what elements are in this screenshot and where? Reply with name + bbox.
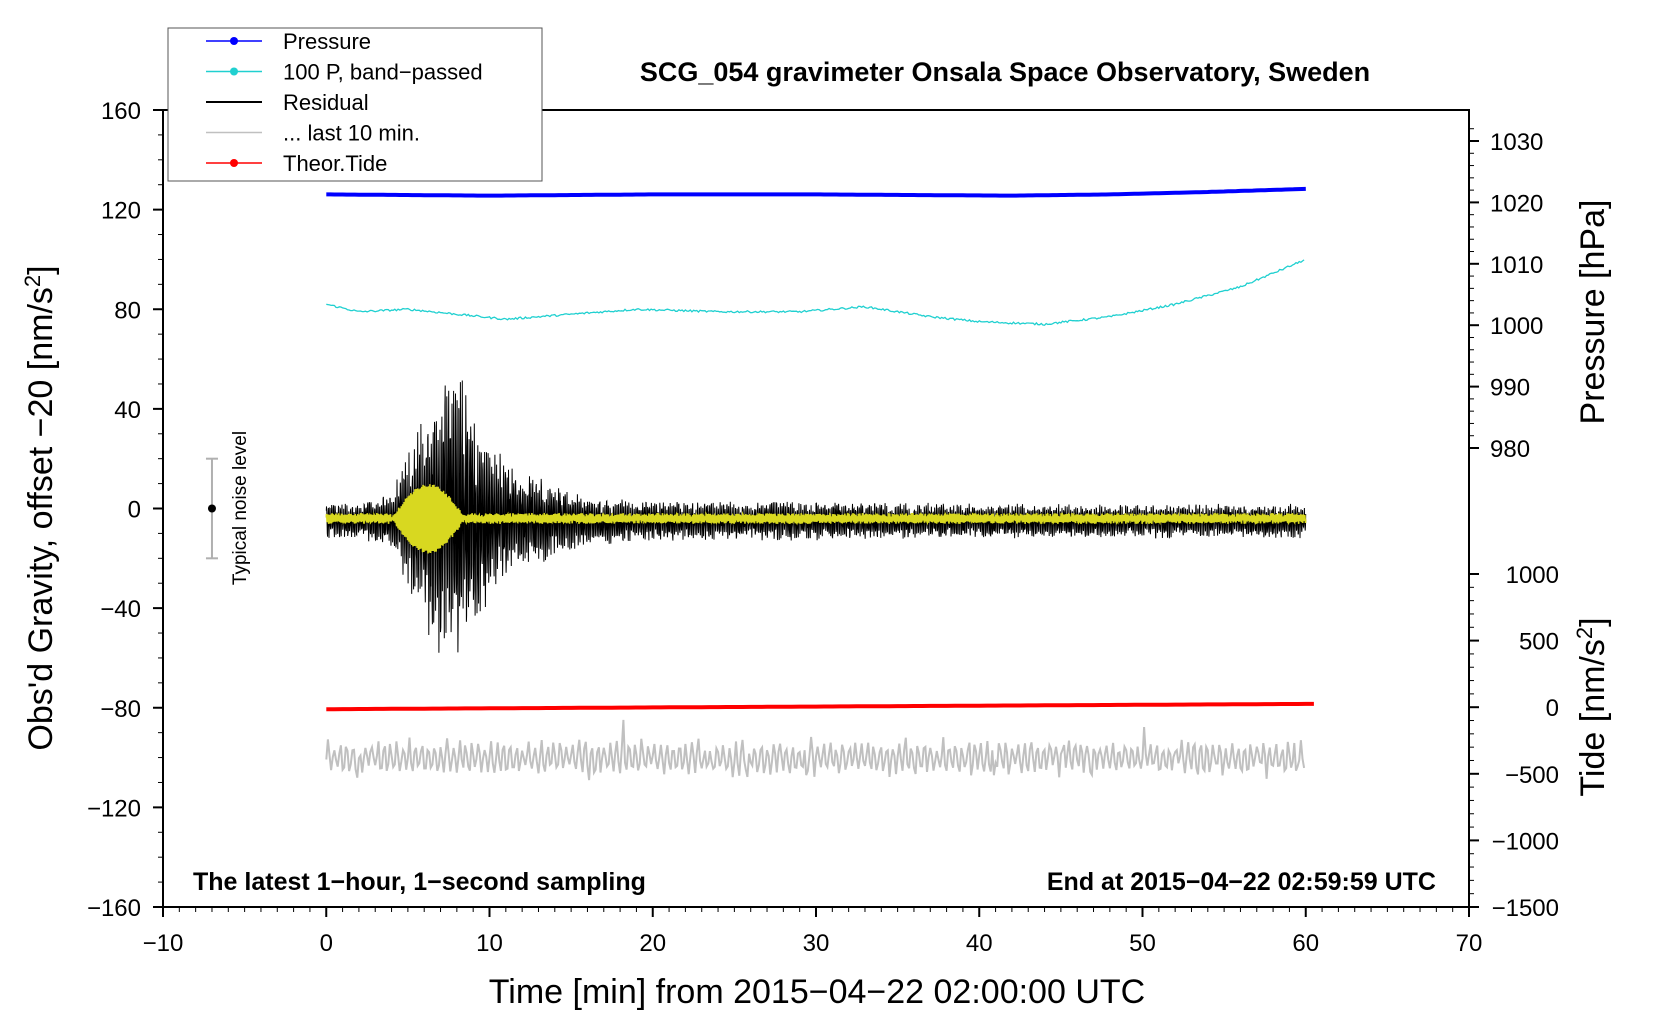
tide-tick-label: 0: [1546, 695, 1559, 722]
tide-axis-title: Tide [nm/s2]: [1572, 617, 1612, 796]
series-last-10-min: [325, 719, 1306, 781]
y-left-tick-label: 0: [128, 497, 141, 524]
series-pressure: [326, 186, 1306, 198]
note-sampling: The latest 1−hour, 1−second sampling: [193, 868, 646, 896]
tide-axis-title-main: Tide [nm/s: [1574, 639, 1612, 796]
x-tick-label: 60: [1292, 930, 1319, 957]
legend: Pressure 100 P, band−passed Residual ... la…: [167, 27, 543, 182]
series-layer: [205, 186, 1314, 781]
legend-label-residual: Residual: [283, 90, 369, 115]
legend-marker-pressure: [230, 37, 238, 45]
tide-tick-label: 1000: [1506, 562, 1559, 589]
x-tick-label: 30: [803, 930, 830, 957]
pressure-tick-label: 980: [1490, 436, 1530, 463]
noise-bar-center: [207, 504, 216, 513]
x-tick-label: 50: [1129, 930, 1156, 957]
y-left-tick-label: −40: [100, 596, 141, 623]
series-theor-tide: [326, 701, 1314, 712]
legend-label-pressure: Pressure: [283, 29, 371, 54]
legend-label-last-10-min: ... last 10 min.: [283, 121, 420, 146]
legend-box: [167, 27, 543, 182]
note-end-time: End at 2015−04−22 02:59:59 UTC: [1047, 868, 1436, 896]
y-left-tick-label: 160: [101, 98, 141, 125]
tick-layer: −10 0 10 20 30 40 50 60 7016012080400−40−80−120−…: [87, 98, 1559, 957]
x-tick-label: 10: [476, 930, 503, 957]
pressure-tick-label: 1000: [1490, 313, 1543, 340]
pressure-tick-label: 1010: [1490, 252, 1543, 279]
legend-marker-100-p-band-passed: [230, 67, 238, 76]
tide-tick-label: −1000: [1492, 828, 1559, 855]
y-axis-title-left-close: ]: [22, 265, 60, 274]
y-left-tick-label: 80: [114, 297, 141, 324]
chart-title: SCG_054 gravimeter Onsala Space Observat…: [640, 57, 1370, 87]
tide-tick-label: −500: [1505, 762, 1559, 789]
y-left-tick-label: 120: [101, 198, 141, 225]
series-residual-smoothed: [325, 484, 1307, 554]
legend-marker-theor-tide: [230, 159, 238, 167]
y-axis-title-left: Obs'd Gravity, offset −20 [nm/s2]: [20, 265, 60, 750]
y-axis-title-left-main: Obs'd Gravity, offset −20 [nm/s: [22, 287, 60, 750]
x-axis-title: Time [min] from 2015−04−22 02:00:00 UTC: [489, 973, 1145, 1011]
legend-items: Pressure 100 P, band−passed Residual ... la…: [206, 29, 483, 176]
legend-label-theor-tide: Theor.Tide: [283, 151, 387, 176]
legend-label-100-p-band-passed: 100 P, band−passed: [283, 60, 483, 85]
pressure-axis-title: Pressure [hPa]: [1574, 200, 1612, 425]
x-tick-label: 20: [639, 930, 666, 957]
noise-level-label: Typical noise level: [230, 431, 251, 585]
tide-tick-label: −1500: [1492, 895, 1559, 922]
pressure-tick-label: 990: [1490, 375, 1530, 402]
y-axis-title-left-sup: 2: [20, 275, 45, 287]
pressure-tick-label: 1020: [1490, 190, 1543, 217]
y-left-tick-label: −160: [87, 895, 141, 922]
series-band-passed-pressure: [326, 259, 1305, 326]
y-left-tick-label: −80: [100, 696, 141, 723]
x-tick-label: 40: [966, 930, 993, 957]
y-left-tick-label: −120: [87, 795, 141, 822]
x-tick-label: −10: [143, 930, 184, 957]
x-tick-label: 0: [320, 930, 333, 957]
x-tick-label: 70: [1456, 930, 1483, 957]
tide-axis-title-close: ]: [1574, 617, 1612, 626]
tide-axis-title-sup: 2: [1572, 627, 1597, 639]
y-left-tick-label: 40: [114, 397, 141, 424]
tide-tick-label: 500: [1519, 629, 1559, 656]
pressure-tick-label: 1030: [1490, 129, 1543, 156]
